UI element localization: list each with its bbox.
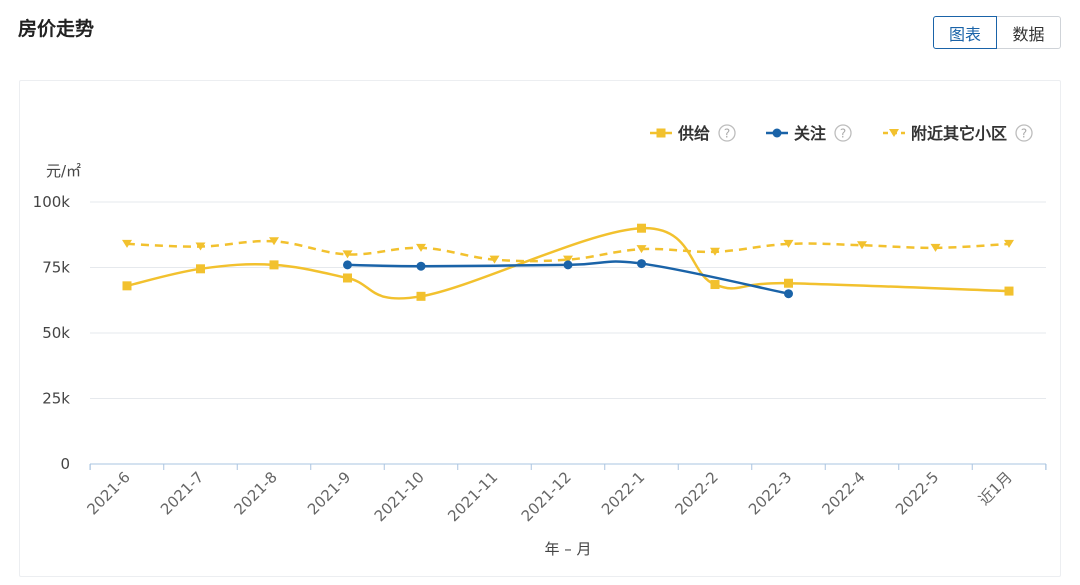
data-point-watch (563, 260, 573, 270)
x-tick-label: 2022-4 (819, 468, 869, 518)
legend-label: 关注 (794, 124, 826, 143)
data-point-watch (784, 289, 793, 299)
legend-swatch-marker (656, 128, 666, 138)
series-supply (122, 223, 1014, 301)
data-point-watch (343, 260, 352, 270)
y-tick-label: 100k (33, 193, 71, 211)
x-tick-label: 2022-3 (745, 468, 795, 518)
data-point-supply (122, 281, 132, 291)
data-point-nearby (563, 255, 573, 264)
x-tick-label: 2021-8 (231, 468, 281, 518)
chart-view-button[interactable]: 图表 (933, 16, 997, 49)
legend-item-supply[interactable]: 供给? (650, 124, 736, 143)
legend-label: 供给 (677, 124, 710, 143)
legend-item-watch[interactable]: 关注? (766, 124, 852, 143)
data-point-nearby (416, 243, 426, 252)
data-point-supply (196, 264, 205, 274)
x-tick-label: 2021-7 (157, 468, 207, 518)
data-point-supply (269, 260, 279, 270)
data-point-supply (637, 223, 646, 233)
legend-label: 附近其它小区 (911, 124, 1007, 143)
x-tick-label: 2022-5 (892, 468, 942, 518)
x-tick-label: 2022-1 (598, 468, 648, 518)
data-point-supply (1004, 286, 1014, 296)
data-point-supply (710, 280, 720, 290)
data-point-nearby (269, 237, 279, 246)
series-watch (343, 259, 793, 299)
legend-swatch-marker (889, 129, 899, 137)
chart-panel (19, 80, 1061, 577)
data-view-button[interactable]: 数据 (997, 16, 1061, 49)
data-point-nearby (857, 241, 867, 250)
data-point-supply (416, 291, 426, 301)
help-icon[interactable]: ? (834, 124, 852, 142)
x-tick-label: 近1月 (975, 468, 1016, 509)
help-icon-circle (718, 124, 736, 142)
help-icon[interactable]: ? (1015, 124, 1033, 142)
view-toggle: 图表 数据 (933, 16, 1061, 49)
help-icon[interactable]: ? (718, 124, 736, 142)
data-point-supply (784, 278, 793, 288)
series-nearby (122, 237, 1014, 264)
data-point-nearby (783, 239, 794, 248)
data-point-nearby (710, 247, 720, 256)
help-icon-glyph: ? (1021, 127, 1027, 141)
x-tick-label: 2021-6 (84, 468, 134, 518)
x-tick-label: 2022-2 (672, 468, 722, 518)
legend-item-nearby[interactable]: 附近其它小区? (883, 124, 1033, 143)
data-point-nearby (930, 243, 941, 252)
y-tick-label: 75k (42, 259, 70, 277)
data-point-watch (637, 259, 646, 269)
data-point-supply (343, 273, 352, 283)
help-icon-glyph: ? (840, 127, 846, 141)
page-title: 房价走势 (18, 18, 95, 40)
data-point-nearby (195, 242, 206, 251)
x-tick-label: 2021-11 (444, 468, 501, 525)
help-icon-circle (1015, 124, 1033, 142)
help-icon-circle (834, 124, 852, 142)
y-tick-label: 25k (42, 390, 70, 408)
data-point-nearby (1004, 239, 1014, 248)
x-tick-label: 2021-10 (371, 468, 428, 525)
data-point-watch (416, 261, 426, 271)
data-point-nearby (342, 250, 353, 259)
data-point-nearby (122, 239, 132, 248)
data-point-nearby (636, 245, 647, 254)
x-tick-label: 2021-12 (518, 468, 575, 525)
x-tick-label: 2021-9 (304, 468, 354, 518)
x-axis-label: 年 – 月 (544, 540, 591, 558)
y-axis-label: 元/㎡ (46, 162, 81, 180)
y-tick-label: 0 (60, 455, 70, 473)
help-icon-glyph: ? (724, 127, 730, 141)
legend-swatch-marker (772, 128, 782, 138)
y-tick-label: 50k (42, 324, 70, 342)
data-point-nearby (489, 255, 500, 264)
